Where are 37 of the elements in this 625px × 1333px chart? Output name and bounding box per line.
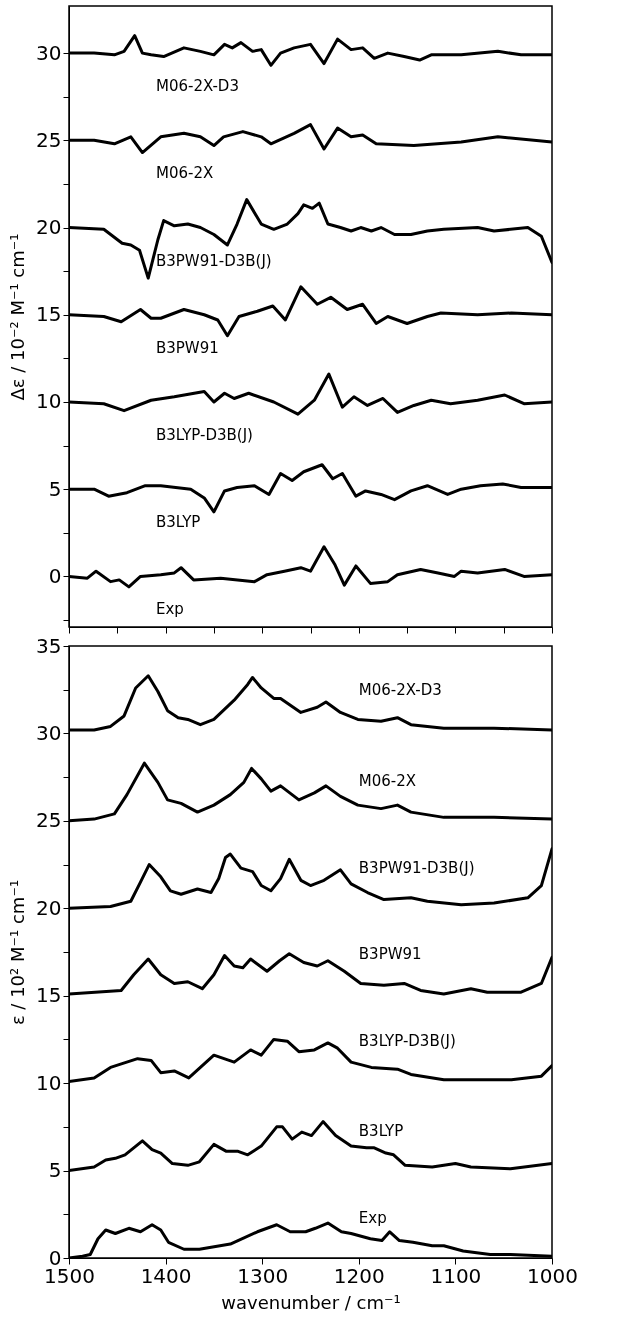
y-tick-label: 30 bbox=[36, 40, 62, 65]
y-axis-title: Δε / 10⁻² M⁻¹ cm⁻¹ bbox=[7, 233, 29, 401]
series-label: M06-2X-D3 bbox=[358, 680, 442, 699]
y-tick-label: 0 bbox=[48, 563, 62, 588]
series-label: B3PW91 bbox=[358, 944, 422, 963]
y-tick-label: 10 bbox=[36, 1070, 62, 1095]
y-tick-label: 25 bbox=[36, 808, 62, 833]
y-axis-title: ε / 10² M⁻¹ cm⁻¹ bbox=[7, 879, 29, 1026]
y-tick-label: 20 bbox=[36, 215, 62, 240]
x-tick-label: 1100 bbox=[430, 1263, 482, 1288]
series-label: B3LYP bbox=[358, 1121, 404, 1140]
y-tick-label: 0 bbox=[48, 1245, 62, 1270]
series-label: B3LYP-D3B(J) bbox=[358, 1032, 456, 1051]
y-tick-label: 10 bbox=[36, 389, 62, 414]
series-label: B3LYP-D3B(J) bbox=[155, 425, 253, 444]
series-label: B3LYP bbox=[155, 513, 201, 532]
series-label: M06-2X-D3 bbox=[155, 77, 239, 96]
y-tick-label: 30 bbox=[36, 720, 62, 745]
y-tick-label: 5 bbox=[48, 476, 62, 501]
y-tick-label: 20 bbox=[36, 895, 62, 920]
series-label: B3PW91-D3B(J) bbox=[358, 859, 475, 878]
series-label: M06-2X bbox=[155, 164, 214, 183]
x-axis-title: wavenumber / cm⁻¹ bbox=[221, 1291, 401, 1313]
y-tick-label: 25 bbox=[36, 127, 62, 152]
x-tick-label: 1200 bbox=[333, 1263, 385, 1288]
series-label: B3PW91-D3B(J) bbox=[155, 251, 272, 270]
x-tick-label: 1300 bbox=[237, 1263, 289, 1288]
series-label: Exp bbox=[358, 1209, 387, 1227]
y-tick-label: 15 bbox=[36, 302, 62, 327]
x-tick-label: 1400 bbox=[140, 1263, 192, 1288]
series-label: M06-2X bbox=[358, 771, 417, 790]
y-tick-label: 35 bbox=[36, 633, 62, 658]
series-label: Exp bbox=[155, 600, 184, 619]
series-label: B3PW91 bbox=[155, 338, 219, 357]
y-tick-label: 5 bbox=[48, 1158, 62, 1183]
y-tick-label: 15 bbox=[36, 983, 62, 1008]
x-tick-label: 1000 bbox=[527, 1263, 578, 1288]
